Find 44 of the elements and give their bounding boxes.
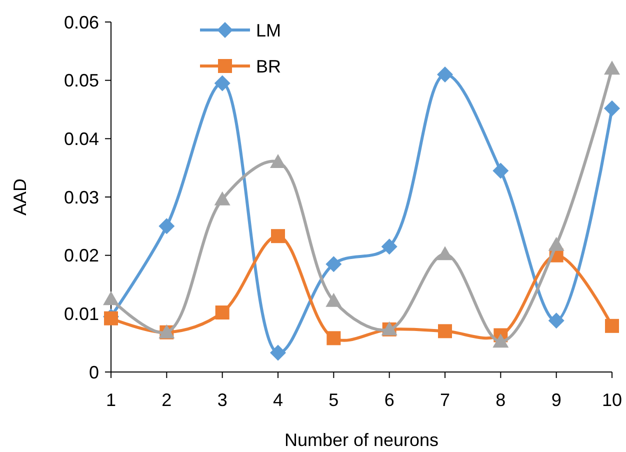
x-tick-label: 7 — [440, 390, 450, 410]
y-tick-label: 0.01 — [64, 304, 99, 324]
point — [214, 191, 230, 206]
point — [437, 246, 453, 260]
y-tick-label: 0.04 — [64, 128, 99, 149]
point — [270, 344, 286, 361]
point — [215, 306, 230, 320]
legend-label: BR — [256, 56, 282, 76]
point — [158, 218, 175, 234]
point — [604, 60, 620, 75]
y-tick-label: 0 — [88, 362, 99, 382]
y-axis-title: AAD — [10, 178, 30, 216]
x-tick-label: 5 — [328, 390, 339, 410]
point — [214, 75, 230, 92]
x-tick-label: 10 — [602, 390, 622, 410]
x-tick-label: 2 — [162, 390, 172, 410]
point — [271, 229, 285, 244]
y-tick-label: 0.02 — [64, 246, 99, 266]
legend-label: LM — [256, 20, 282, 40]
point — [104, 311, 118, 326]
point — [492, 162, 509, 179]
x-tick-label: 8 — [496, 390, 506, 410]
point — [103, 291, 119, 306]
point — [326, 256, 342, 272]
x-tick-label: 4 — [272, 390, 284, 410]
point — [437, 66, 453, 82]
x-axis-title: Number of neurons — [284, 430, 439, 450]
point — [548, 312, 564, 329]
y-tick-label: 0.05 — [64, 70, 99, 91]
y-tick-label: 0.06 — [64, 12, 99, 32]
point — [381, 238, 398, 255]
point — [326, 292, 342, 307]
point — [605, 318, 619, 333]
point — [604, 100, 620, 116]
x-tick-label: 6 — [384, 390, 394, 410]
point — [270, 154, 286, 168]
point — [548, 236, 564, 251]
point — [326, 331, 341, 346]
point — [438, 324, 452, 338]
x-tick-label: 1 — [106, 390, 116, 410]
x-tick-label: 3 — [217, 390, 228, 410]
x-tick-label: 9 — [551, 390, 562, 410]
point — [492, 334, 509, 348]
y-tick-label: 0.03 — [64, 187, 99, 208]
